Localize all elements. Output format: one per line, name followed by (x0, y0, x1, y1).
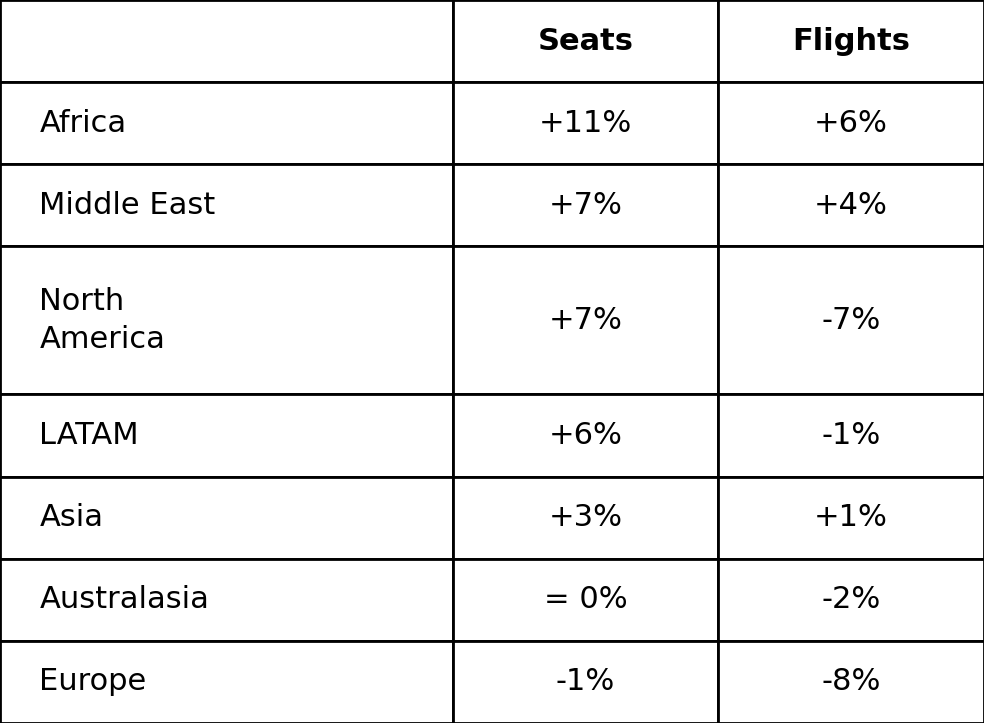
Text: +1%: +1% (814, 503, 889, 532)
Text: +11%: +11% (539, 108, 632, 138)
Text: Asia: Asia (39, 503, 103, 532)
Bar (453, 0, 718, 82)
Bar (453, 476, 718, 559)
Bar (0, 641, 453, 723)
Text: +7%: +7% (548, 191, 623, 220)
Bar (718, 559, 984, 641)
Text: +6%: +6% (548, 421, 623, 450)
Bar (0, 394, 453, 476)
Bar (718, 82, 984, 164)
Text: -7%: -7% (822, 306, 881, 335)
Bar (453, 247, 718, 394)
Text: Europe: Europe (39, 667, 147, 696)
Text: -8%: -8% (822, 667, 881, 696)
Bar (718, 394, 984, 476)
Text: = 0%: = 0% (544, 585, 627, 615)
Text: +6%: +6% (814, 108, 889, 138)
Bar (718, 0, 984, 82)
Text: +7%: +7% (548, 306, 623, 335)
Bar (718, 164, 984, 247)
Bar (453, 394, 718, 476)
Text: -2%: -2% (822, 585, 881, 615)
Text: Middle East: Middle East (39, 191, 215, 220)
Text: Australasia: Australasia (39, 585, 210, 615)
Bar (453, 641, 718, 723)
Text: North
America: North America (39, 287, 165, 354)
Bar (0, 476, 453, 559)
Bar (718, 247, 984, 394)
Bar (0, 559, 453, 641)
Bar (718, 476, 984, 559)
Bar (0, 82, 453, 164)
Bar (453, 164, 718, 247)
Bar (453, 82, 718, 164)
Bar (0, 0, 453, 82)
Text: LATAM: LATAM (39, 421, 139, 450)
Bar (453, 559, 718, 641)
Text: -1%: -1% (822, 421, 881, 450)
Text: Flights: Flights (792, 27, 910, 56)
Text: Africa: Africa (39, 108, 127, 138)
Bar (0, 164, 453, 247)
Text: Seats: Seats (537, 27, 634, 56)
Text: +4%: +4% (814, 191, 889, 220)
Bar (0, 247, 453, 394)
Text: -1%: -1% (556, 667, 615, 696)
Text: +3%: +3% (548, 503, 623, 532)
Bar (718, 641, 984, 723)
